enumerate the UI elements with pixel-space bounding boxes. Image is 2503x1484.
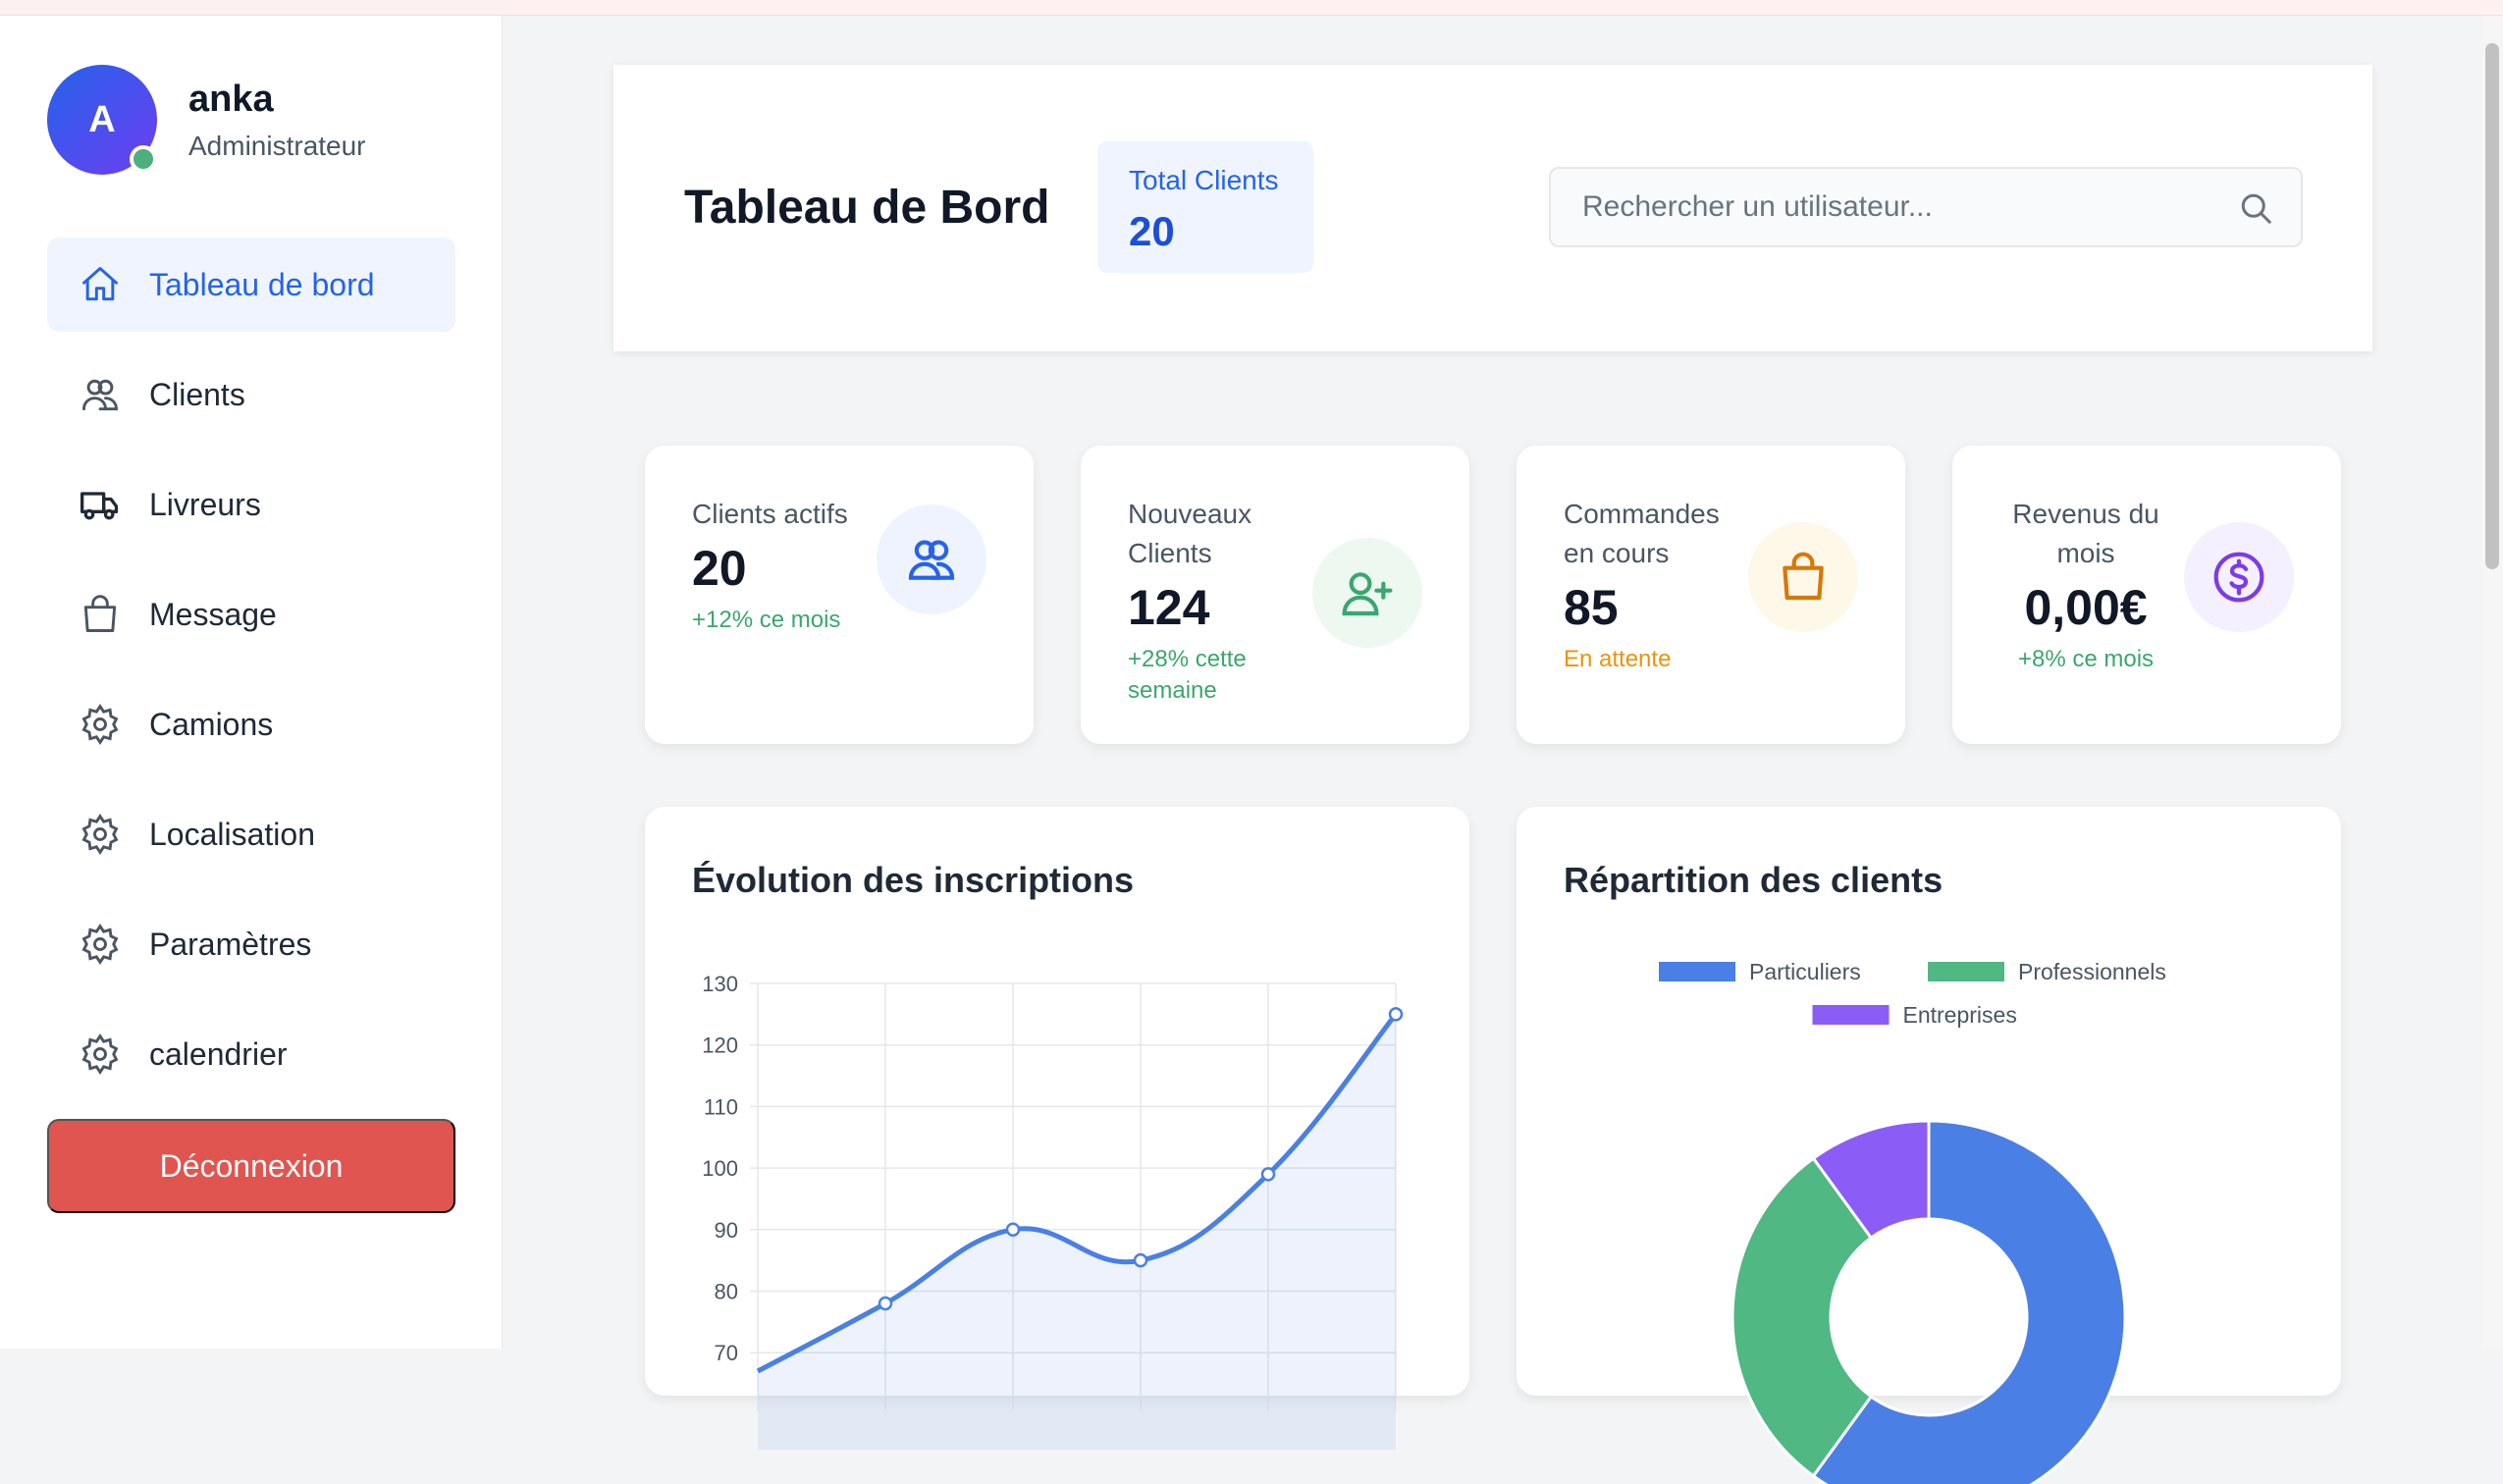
legend-swatch — [1928, 962, 2004, 981]
stat-label: Revenus du mois — [2012, 499, 2159, 568]
dollar-circle-icon — [2213, 552, 2264, 603]
gear-icon — [81, 1034, 119, 1075]
page-title: Tableau de Bord — [684, 182, 1050, 234]
y-tick-label: 90 — [715, 1218, 738, 1243]
sidebar-item-tableau-de-bord[interactable]: Tableau de bord — [47, 238, 455, 332]
stat-status: En attente — [1564, 646, 1672, 672]
sidebar-item-label: Livreurs — [149, 486, 261, 522]
y-tick-label: 120 — [702, 1034, 738, 1058]
stat-label: Clients actifs — [692, 499, 848, 529]
stat-trend: +8% ce mois — [2017, 646, 2155, 672]
browser-top-strip — [0, 0, 2503, 16]
data-point[interactable] — [1260, 1167, 1276, 1182]
truck-icon — [80, 492, 119, 520]
y-tick-label: 100 — [702, 1156, 738, 1181]
sidebar-item-parametres[interactable]: Paramètres — [47, 897, 455, 991]
stat-trend: +28% cette semaine — [1128, 646, 1247, 704]
search-input[interactable] — [1551, 169, 2199, 245]
stat-icon-badge — [1312, 538, 1422, 648]
stat-icon-badge — [1748, 522, 1858, 632]
y-tick-label: 130 — [702, 972, 738, 996]
sidebar-item-label: Localisation — [149, 816, 315, 852]
scrollbar[interactable] — [2481, 16, 2503, 1349]
sidebar-item-label: Message — [149, 596, 277, 632]
chart-title: Évolution des inscriptions — [692, 860, 1135, 900]
sidebar: A anka Administrateur Tableau de bord Cl… — [0, 16, 503, 1349]
data-point[interactable] — [1005, 1222, 1021, 1238]
line-area-fill — [758, 1014, 1396, 1450]
logout-button[interactable]: Déconnexion — [47, 1119, 455, 1213]
user-role: Administrateur — [188, 130, 366, 161]
y-tick-label: 70 — [715, 1341, 738, 1365]
search-box — [1549, 167, 2303, 247]
stat-value: 124 — [1128, 580, 1210, 635]
data-point[interactable] — [878, 1296, 893, 1311]
legend-label[interactable]: Entreprises — [1903, 1002, 2017, 1028]
total-clients-badge: Total Clients 20 — [1097, 141, 1313, 273]
stat-value: 0,00€ — [2024, 580, 2148, 635]
sidebar-item-label: Paramètres — [149, 926, 312, 962]
sidebar-item-label: Camions — [149, 706, 274, 742]
total-clients-label: Total Clients — [1129, 165, 1279, 195]
avatar[interactable]: A — [47, 65, 157, 175]
sidebar-item-clients[interactable]: Clients — [47, 347, 455, 442]
sidebar-item-livreurs[interactable]: Livreurs — [47, 457, 455, 552]
online-status-dot — [130, 145, 157, 173]
stat-card-nouveaux-clients: Nouveaux Clients 124 +28% cette semaine — [1081, 446, 1469, 744]
gear-icon — [81, 924, 119, 965]
y-tick-label: 110 — [704, 1094, 738, 1119]
stat-card-revenus-du-mois: Revenus du mois 0,00€ +8% ce mois — [1952, 446, 2341, 744]
user-plus-icon — [1342, 572, 1393, 616]
users-icon — [82, 379, 118, 411]
legend-swatch — [1812, 1005, 1890, 1025]
chart-title: Répartition des clients — [1564, 860, 1944, 900]
user-profile: A anka Administrateur — [47, 65, 366, 175]
stat-label: Commandes en cours — [1564, 499, 1720, 568]
data-point[interactable] — [1388, 1007, 1404, 1022]
home-icon — [82, 267, 118, 301]
user-name: anka — [188, 78, 274, 120]
sidebar-item-label: Tableau de bord — [149, 266, 375, 302]
scrollbar-thumb[interactable] — [2485, 43, 2499, 569]
stat-value: 85 — [1564, 580, 1619, 635]
shopping-bag-icon — [83, 595, 117, 632]
sidebar-item-calendrier[interactable]: calendrier — [47, 1007, 455, 1101]
registrations-chart-panel: Évolution des inscriptions 130 120 110 100 9… — [645, 807, 1469, 1450]
sidebar-item-label: Clients — [149, 376, 245, 412]
gear-icon — [81, 814, 119, 855]
total-clients-value: 20 — [1129, 208, 1175, 254]
sidebar-item-camions[interactable]: Camions — [47, 677, 455, 771]
stat-card-commandes-en-cours: Commandes en cours 85 En attente — [1517, 446, 1905, 744]
shopping-bag-icon — [1783, 552, 1824, 601]
donut-slice-entreprises[interactable] — [1811, 1119, 1931, 1241]
sidebar-item-localisation[interactable]: Localisation — [47, 787, 455, 881]
stat-trend: +12% ce mois — [692, 607, 841, 633]
stat-icon-badge — [2184, 522, 2294, 632]
client-distribution-panel: Répartition des clients Particuliers Prof… — [1517, 807, 2341, 1484]
page-header: Tableau de Bord Total Clients 20 — [613, 65, 2372, 351]
stat-icon-badge — [877, 504, 986, 614]
users-icon — [908, 540, 955, 580]
legend-label[interactable]: Professionnels — [2018, 959, 2166, 984]
legend-label[interactable]: Particuliers — [1749, 959, 1861, 984]
stat-value: 20 — [692, 541, 747, 596]
line-chart[interactable]: 130 120 110 100 90 80 70 — [645, 934, 1469, 1484]
sidebar-nav: Tableau de bord Clients Livreurs Message… — [47, 238, 455, 1117]
sidebar-item-message[interactable]: Message — [47, 567, 455, 662]
gear-icon — [81, 704, 119, 745]
y-tick-label: 80 — [715, 1279, 738, 1303]
sidebar-item-label: calendrier — [149, 1035, 288, 1072]
stat-label: Nouveaux Clients — [1128, 499, 1252, 568]
avatar-initial: A — [88, 98, 116, 140]
data-point[interactable] — [1133, 1252, 1148, 1268]
legend-swatch — [1659, 962, 1735, 981]
series-line — [756, 1012, 1398, 1374]
stat-card-clients-actifs: Clients actifs 20 +12% ce mois — [645, 446, 1034, 744]
search-icon[interactable] — [2238, 190, 2273, 226]
